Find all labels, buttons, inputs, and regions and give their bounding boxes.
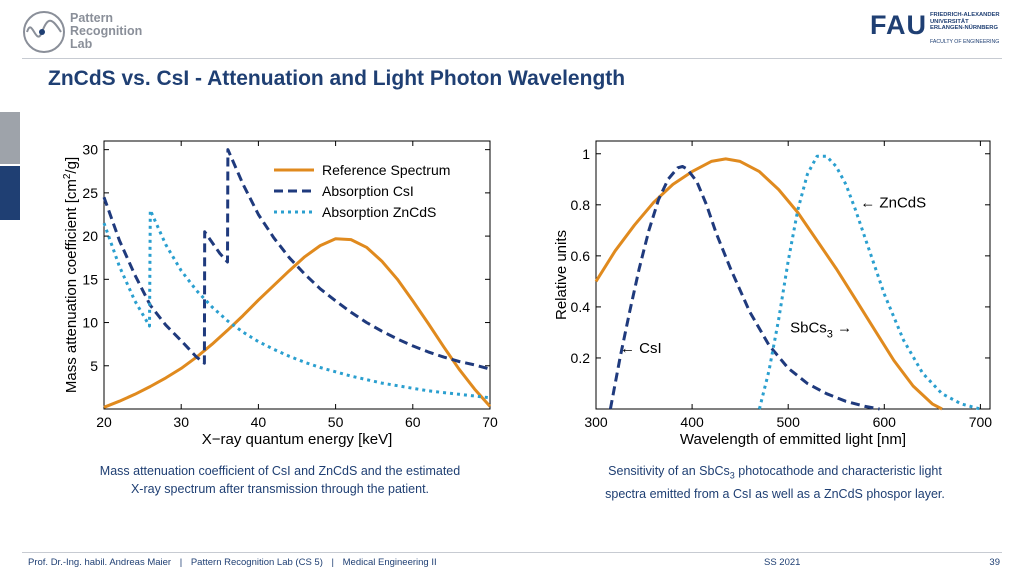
right-caption-text-a: Sensitivity of an SbCs [608,464,730,478]
footer-lab: Pattern Recognition Lab (CS 5) [190,557,323,568]
y-tick-label: 20 [82,228,98,244]
x-tick-label: 300 [584,414,608,430]
faculty-name: FACULTY OF ENGINEERING [930,39,1000,45]
university-line1: FRIEDRICH-ALEXANDER [930,12,1000,18]
plot-frame [103,140,491,410]
left-caption-line1: Mass attenuation coefficient of CsI and … [99,464,461,478]
series-line-csi [608,165,880,411]
annotation-label: ← CsI [620,340,662,357]
footer-author: Prof. Dr.-Ing. habil. Andreas Maier [28,557,172,568]
university-name: FRIEDRICH-ALEXANDER UNIVERSITÄT ERLANGEN… [930,12,1000,32]
y-tick-label: 0.2 [571,350,591,366]
legend-label-csi: Absorption CsI [322,183,414,199]
university-line2: UNIVERSITÄT [930,18,969,25]
university-line3: ERLANGEN-NÜRNBERG [930,25,998,32]
tick-group: 20 30 40 50 60 70 5 10 15 20 25 30 [82,141,498,430]
right-caption-text-b: photocathode and characteristic light [734,464,942,478]
left-caption-line2: X-ray spectrum after transmission throug… [130,482,430,496]
x-tick-label: 700 [969,414,993,430]
series-group [594,154,981,411]
x-axis-label: X−ray quantum energy [keV] [202,431,393,448]
y-axis-label-text: Mass attenuation coefficient [cm [63,179,80,393]
series-line-sbcs3 [594,157,943,411]
series-line-absorption-zncds [102,208,491,400]
y-tick-label: 10 [82,315,98,331]
lab-name-line2: Recognition [70,24,143,38]
x-tick-label: 20 [96,414,112,430]
left-caption: Mass attenuation coefficient of CsI and … [40,462,520,498]
lab-name-line3: Lab [70,37,93,51]
y-tick-label: 0.4 [571,299,591,315]
lab-name: Pattern Recognition Lab [70,12,142,51]
series-group [102,148,492,409]
footer: Prof. Dr.-Ing. habil. Andreas Maier | Pa… [28,557,437,568]
right-caption-line1: Sensitivity of an SbCs3 photocathode and… [530,462,1020,485]
y-tick-label: 25 [82,185,98,201]
annotation-sub: 3 [827,328,833,340]
series-line-zncds [757,154,981,411]
footer-separator: | [331,557,334,568]
x-tick-label: 400 [680,414,704,430]
footer-separator: | [179,557,183,568]
fau-logo: FAU [870,10,927,40]
slide-title: ZnCdS vs. CsI - Attenuation and Light Ph… [48,67,626,90]
y-axis-label: Relative units [553,230,570,320]
annotation-label: SbCs3 → [790,319,852,340]
x-tick-label: 30 [173,414,189,430]
lab-name-line1: Pattern [70,11,114,25]
annotation-text: SbCs [790,319,827,336]
legend: Reference Spectrum Absorption CsI Absorp… [274,162,450,220]
tick-group: 300 400 500 600 700 0.2 0.4 0.6 0.8 1 [571,141,993,430]
y-axis-label-unit: /g] [63,157,80,174]
y-tick-label: 5 [90,358,98,374]
plot-frame [595,140,991,410]
y-axis-label: Mass attenuation coefficient [cm2/g] [62,157,80,393]
x-tick-label: 60 [405,414,421,430]
x-axis-label: Wavelength of emmitted light [nm] [680,431,906,448]
x-tick-label: 500 [777,414,801,430]
slide-header: Pattern Recognition Lab FAU FRIEDRICH-AL… [0,0,1024,58]
annotation-group: ← CsI ← ZnCdS SbCs3 → [620,194,926,356]
attenuation-chart: 20 30 40 50 60 70 5 10 15 20 25 30 X−ray quantum en… [62,140,498,448]
series-line-reference-spectrum [103,237,492,409]
series-line-absorption-csi [102,148,491,371]
footer-term: SS 2021 [764,557,801,568]
x-tick-label: 50 [328,414,344,430]
annotation-label: ← ZnCdS [860,194,926,211]
legend-label-zncds: Absorption ZnCdS [322,204,436,220]
side-marker-blue [0,166,20,220]
page-number: 39 [989,557,1000,568]
y-tick-label: 30 [82,142,98,158]
right-caption: Sensitivity of an SbCs3 photocathode and… [530,462,1020,503]
footer-divider [22,552,1002,553]
x-tick-label: 600 [873,414,897,430]
y-tick-label: 0.6 [571,248,591,264]
x-tick-label: 40 [251,414,267,430]
right-caption-sub: 3 [729,470,735,481]
title-divider [22,58,1002,59]
y-tick-label: 1 [582,146,590,162]
right-caption-line2: spectra emitted from a CsI as well as a … [605,486,945,501]
footer-course: Medical Engineering II [342,557,437,568]
pattern-recognition-lab-logo [23,11,65,53]
x-tick-label: 70 [482,414,498,430]
y-tick-label: 15 [82,271,98,287]
side-marker-grey [0,112,20,164]
y-tick-label: 0.8 [571,197,591,213]
annotation-arrow: → [833,319,852,336]
legend-label-reference: Reference Spectrum [322,162,450,178]
y-axis-label-sup: 2 [62,173,73,179]
